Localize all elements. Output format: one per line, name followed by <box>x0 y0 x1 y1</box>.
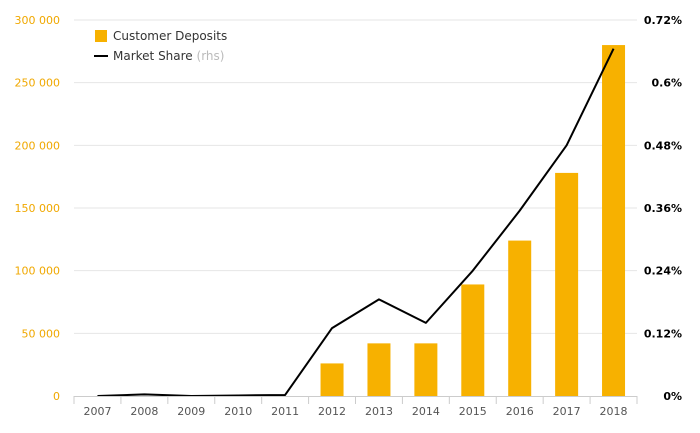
line-market-share <box>97 48 615 397</box>
y-left-tick-label: 50 000 <box>22 327 61 340</box>
x-tick-label: 2018 <box>600 405 628 418</box>
y-left-tick-label: 300 000 <box>15 14 61 27</box>
bar-customer-deposits <box>320 363 344 396</box>
legend-swatch-customer-deposits <box>95 30 107 42</box>
axes-group: 0 50 000 100 000 150 000 200 000 250 000 300 0… <box>15 14 683 418</box>
x-tick-label: 2009 <box>177 405 205 418</box>
bars-group <box>320 45 626 397</box>
y-right-tick-label: 0.24% <box>644 265 682 278</box>
bar-customer-deposits <box>555 172 579 396</box>
y-left-tick-label: 150 000 <box>15 202 61 215</box>
x-tick-label: 2013 <box>365 405 393 418</box>
x-tick-label: 2008 <box>130 405 158 418</box>
y-right-tick-label: 0.6% <box>651 77 682 90</box>
y-right-tick-label: 0.48% <box>644 139 682 152</box>
bar-customer-deposits <box>414 343 438 396</box>
legend-label-rhs: (rhs) <box>197 49 225 63</box>
grid-lines <box>74 19 637 334</box>
y-right-tick-label: 0.12% <box>644 327 682 340</box>
line-group <box>97 48 615 397</box>
y-left-tick-label: 0 <box>53 390 60 403</box>
y-right-tick-label: 0% <box>663 390 682 403</box>
x-tick-label: 2007 <box>83 405 111 418</box>
y-left-tick-label: 100 000 <box>15 265 61 278</box>
x-tick-label: 2014 <box>412 405 440 418</box>
x-tick-label: 2011 <box>271 405 299 418</box>
x-tick-label: 2016 <box>506 405 534 418</box>
legend-label-customer-deposits: Customer Deposits <box>113 29 227 43</box>
x-tick-label: 2010 <box>224 405 252 418</box>
y-left-tick-label: 200 000 <box>15 139 61 152</box>
legend: Customer Deposits Market Share (rhs) <box>94 29 227 63</box>
y-left-tick-label: 250 000 <box>15 77 61 90</box>
legend-label-market-share: Market Share (rhs) <box>113 49 224 63</box>
x-tick-label: 2015 <box>459 405 487 418</box>
y-right-tick-label: 0.72% <box>644 14 682 27</box>
x-tick-label: 2017 <box>553 405 581 418</box>
bar-customer-deposits <box>367 343 391 396</box>
bar-customer-deposits <box>602 45 626 397</box>
x-tick-label: 2012 <box>318 405 346 418</box>
y-right-tick-label: 0.36% <box>644 202 682 215</box>
bar-customer-deposits <box>461 284 485 396</box>
bar-customer-deposits <box>508 240 532 396</box>
